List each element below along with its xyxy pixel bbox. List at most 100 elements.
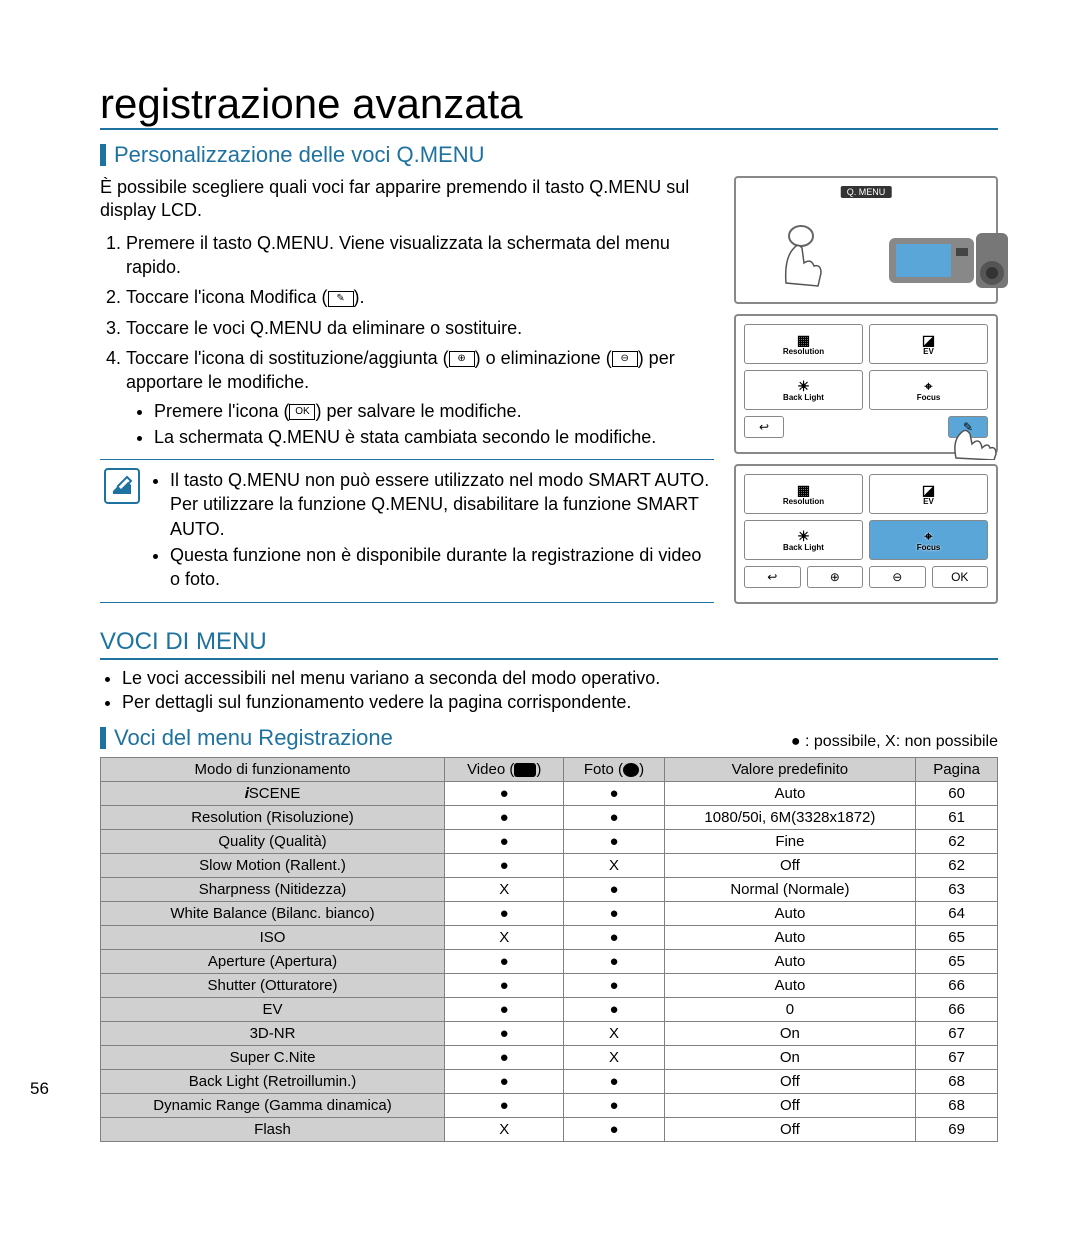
- camcorder-icon: [884, 218, 1014, 298]
- note-icon: [104, 468, 140, 504]
- col-page: Pagina: [916, 757, 998, 781]
- table-header-row: Modo di funzionamento Video () Foto () V…: [101, 757, 998, 781]
- note-item-1: Il tasto Q.MENU non può essere utilizzat…: [170, 468, 714, 541]
- table-cell: On: [664, 1021, 916, 1045]
- section-bar-icon: [100, 144, 106, 166]
- table-legend: ● : possibile, X: non possibile: [791, 733, 998, 751]
- table-cell: 63: [916, 877, 998, 901]
- table-row: 𝒊SCENE●●Auto60: [101, 781, 998, 805]
- table-cell: ●: [445, 853, 564, 877]
- table-cell: ●: [564, 829, 664, 853]
- sub-bullet-2: La schermata Q.MENU è stata cambiata sec…: [154, 425, 714, 449]
- col-modo: Modo di funzionamento: [101, 757, 445, 781]
- table-cell: ●: [445, 973, 564, 997]
- table-cell: Normal (Normale): [664, 877, 916, 901]
- table-cell: 3D-NR: [101, 1021, 445, 1045]
- table-cell: 61: [916, 805, 998, 829]
- col-foto: Foto (): [564, 757, 664, 781]
- remove-icon: ⊖: [612, 351, 638, 367]
- table-cell: X: [564, 1045, 664, 1069]
- table-row: Super C.Nite●XOn67: [101, 1045, 998, 1069]
- table-cell: 66: [916, 973, 998, 997]
- table-cell: ●: [445, 1021, 564, 1045]
- col-default: Valore predefinito: [664, 757, 916, 781]
- sub-bullets: Premere l'icona (OK) per salvare le modi…: [126, 399, 714, 450]
- hand-icon: [946, 410, 1006, 460]
- table-row: Back Light (Retroillumin.)●●Off68: [101, 1069, 998, 1093]
- table-row: White Balance (Bilanc. bianco)●●Auto64: [101, 901, 998, 925]
- table-cell: 65: [916, 949, 998, 973]
- table-cell: ●: [564, 901, 664, 925]
- table-cell: ●: [564, 949, 664, 973]
- note-box: Il tasto Q.MENU non può essere utilizzat…: [100, 459, 714, 602]
- step-4-text: Toccare l'icona di sostituzione/aggiunta…: [126, 348, 449, 368]
- table-cell: ●: [445, 1069, 564, 1093]
- ok-icon: OK: [289, 404, 315, 420]
- page-number: 56: [30, 1079, 49, 1099]
- table-cell: Slow Motion (Rallent.): [101, 853, 445, 877]
- backlight-icon: ☀: [797, 379, 810, 393]
- grid-label: Focus: [917, 393, 941, 402]
- table-cell: Auto: [664, 949, 916, 973]
- table-row: Slow Motion (Rallent.)●XOff62: [101, 853, 998, 877]
- grid-label: Resolution: [783, 347, 824, 356]
- ok-button: OK: [932, 566, 989, 588]
- table-cell: ●: [564, 877, 664, 901]
- qmenu-screen-1: ▦Resolution ◪EV ☀Back Light ⌖Focus ↩ ✎: [734, 314, 998, 454]
- grid-label: EV: [923, 347, 934, 356]
- table-row: Quality (Qualità)●●Fine62: [101, 829, 998, 853]
- page-title: registrazione avanzata: [100, 80, 998, 130]
- table-cell: ●: [564, 1093, 664, 1117]
- table-cell: Aperture (Apertura): [101, 949, 445, 973]
- table-cell: ●: [445, 901, 564, 925]
- table-cell: ●: [564, 997, 664, 1021]
- focus-icon: ⌖: [925, 529, 933, 543]
- table-cell: ●: [564, 781, 664, 805]
- col-video: Video (): [445, 757, 564, 781]
- step-2-text: Toccare l'icona Modifica (: [126, 287, 328, 307]
- sub-bullet-1: Premere l'icona (OK) per salvare le modi…: [154, 399, 714, 423]
- table-cell: Fine: [664, 829, 916, 853]
- table-row: FlashX●Off69: [101, 1117, 998, 1141]
- table-cell: Sharpness (Nitidezza): [101, 877, 445, 901]
- step-3: Toccare le voci Q.MENU da eliminare o so…: [126, 316, 714, 340]
- ev-icon: ◪: [922, 333, 935, 347]
- grid-cell-ev: ◪EV: [869, 474, 988, 514]
- table-row: Dynamic Range (Gamma dinamica)●●Off68: [101, 1093, 998, 1117]
- bullet-2: Per dettagli sul funzionamento vedere la…: [122, 690, 998, 714]
- section-header-personalizzazione: Personalizzazione delle voci Q.MENU: [100, 142, 998, 168]
- section2-bullets: Le voci accessibili nel menu variano a s…: [100, 666, 998, 715]
- step-4: Toccare l'icona di sostituzione/aggiunta…: [126, 346, 714, 449]
- table-cell: Back Light (Retroillumin.): [101, 1069, 445, 1093]
- resolution-icon: ▦: [797, 483, 810, 497]
- add-icon: ⊕: [449, 351, 475, 367]
- back-button: ↩: [744, 416, 784, 438]
- grid-label: Back Light: [783, 393, 824, 402]
- table-cell: Shutter (Otturatore): [101, 973, 445, 997]
- table-cell: 60: [916, 781, 998, 805]
- table-cell: ●: [445, 949, 564, 973]
- table-cell: ●: [564, 973, 664, 997]
- table-cell: ●: [564, 1069, 664, 1093]
- table-cell: Off: [664, 853, 916, 877]
- step-1: Premere il tasto Q.MENU. Viene visualizz…: [126, 231, 714, 280]
- section-title-voci-menu: VOCI DI MENU: [100, 628, 998, 660]
- table-cell: Resolution (Risoluzione): [101, 805, 445, 829]
- grid-cell-ev: ◪EV: [869, 324, 988, 364]
- table-cell: 𝒊SCENE: [101, 781, 445, 805]
- table-cell: Flash: [101, 1117, 445, 1141]
- table-cell: Super C.Nite: [101, 1045, 445, 1069]
- table-row: Resolution (Risoluzione)●●1080/50i, 6M(3…: [101, 805, 998, 829]
- intro-text: È possibile scegliere quali voci far app…: [100, 176, 714, 223]
- photo-icon: [623, 763, 639, 777]
- note-text: Il tasto Q.MENU non può essere utilizzat…: [150, 468, 714, 593]
- sub-1-suffix: ) per salvare le modifiche.: [315, 401, 521, 421]
- table-cell: 62: [916, 829, 998, 853]
- table-cell: Off: [664, 1117, 916, 1141]
- table-cell: Auto: [664, 901, 916, 925]
- step-4-mid: ) o eliminazione (: [475, 348, 612, 368]
- bullet-1: Le voci accessibili nel menu variano a s…: [122, 666, 998, 690]
- table-cell: Quality (Qualità): [101, 829, 445, 853]
- section-title: Personalizzazione delle voci Q.MENU: [114, 142, 485, 168]
- table-cell: X: [445, 925, 564, 949]
